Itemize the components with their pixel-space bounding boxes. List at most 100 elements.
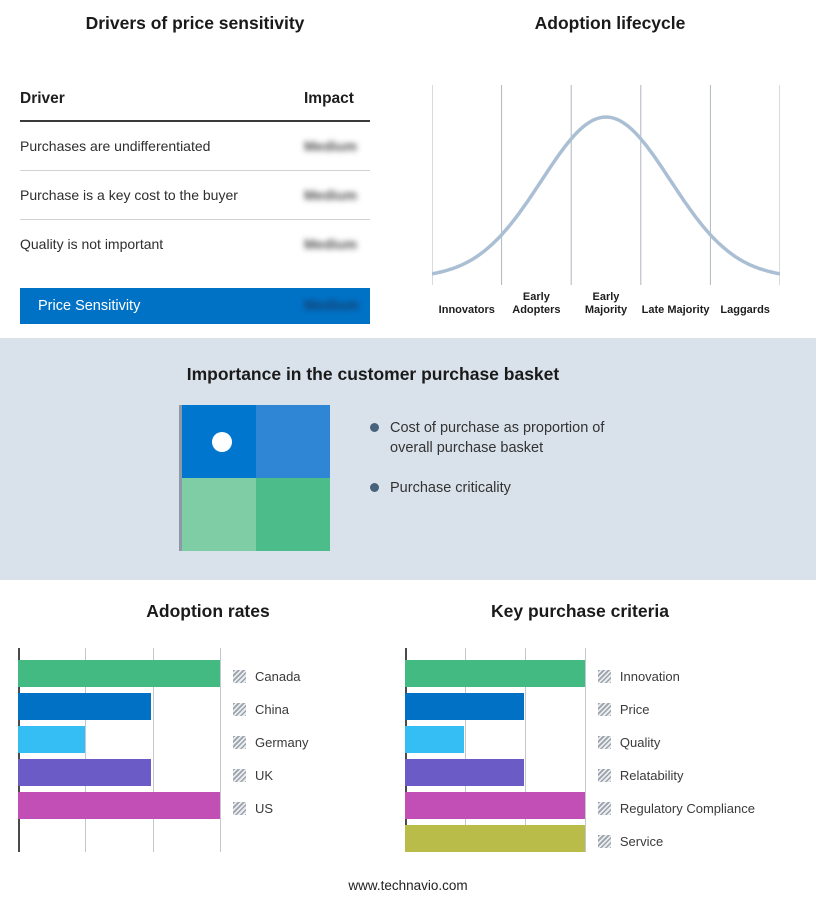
quadrant-bottom-left — [182, 478, 256, 551]
hatched-swatch-icon — [233, 670, 246, 683]
bar-row — [405, 759, 585, 786]
legend-label: Canada — [255, 669, 301, 684]
bar-germany — [18, 726, 85, 753]
bar-row — [18, 726, 220, 753]
adoption-rates-plot — [18, 648, 221, 852]
legend-item-uk: UK — [233, 759, 308, 792]
purchase-basket-title: Importance in the customer purchase bask… — [186, 364, 560, 384]
hatched-swatch-icon — [597, 703, 611, 716]
legend-label: Relatability — [619, 768, 684, 783]
drivers-table-header: Driver Impact — [20, 90, 370, 122]
legend-item-us: US — [233, 792, 308, 825]
driver-column-header: Driver — [20, 90, 65, 107]
quadrant-matrix — [182, 405, 330, 551]
legend-label: Quality — [619, 735, 661, 750]
adoption-lifecycle-title: Adoption lifecycle — [534, 13, 686, 33]
bar-canada — [18, 660, 220, 687]
legend-item-service: Service — [597, 825, 755, 858]
table-row: Purchases are undifferentiated Medium — [20, 122, 370, 171]
bar-row — [18, 792, 220, 819]
bar-row — [18, 759, 220, 786]
lifecycle-stage-labels: Innovators Early Adopters Early Majority… — [432, 288, 780, 316]
legend-label: Service — [619, 834, 664, 849]
gridline — [584, 648, 586, 852]
stage-label-early-majority: Early Majority — [584, 291, 628, 316]
bullet-item: Cost of purchase as proportion of overal… — [370, 418, 642, 458]
impact-cell-obscured: Medium — [304, 236, 357, 252]
legend-item-quality: Quality — [597, 726, 755, 759]
bar-quality — [405, 726, 465, 753]
position-marker-dot — [212, 432, 232, 452]
legend-label: China — [255, 702, 289, 717]
bar-row — [18, 693, 220, 720]
adoption-lifecycle-bell-curve-chart — [432, 85, 780, 285]
price-sensitivity-row: Price Sensitivity Medium — [20, 288, 370, 324]
legend-item-germany: Germany — [233, 726, 308, 759]
key-purchase-criteria-chart: Innovation Price Quality Relatability Regula… — [405, 648, 755, 858]
hatched-swatch-icon — [233, 769, 246, 782]
bar-regulatory-compliance — [405, 792, 585, 819]
bullet-item: Purchase criticality — [370, 478, 642, 498]
hatched-swatch-icon — [233, 802, 246, 815]
hatched-swatch-icon — [597, 835, 611, 848]
bar-us — [18, 792, 220, 819]
website-link: www.technavio.com — [348, 878, 468, 893]
adoption-rates-chart: Canada China Germany UK US — [18, 648, 398, 852]
adoption-lifecycle-section: Adoption lifecycle Innovators Early Adop… — [425, 12, 795, 324]
impact-cell-obscured: Medium — [304, 187, 357, 203]
driver-cell: Purchase is a key cost to the buyer — [20, 187, 238, 203]
legend-label: UK — [255, 768, 274, 783]
key-purchase-criteria-legend: Innovation Price Quality Relatability Regula… — [597, 648, 755, 858]
gridline — [524, 648, 526, 852]
bullet-icon — [370, 423, 379, 432]
key-purchase-criteria-section: Key purchase criteria Innovation Price Qua… — [405, 600, 755, 858]
bar-row — [405, 726, 585, 753]
bar-uk — [18, 759, 152, 786]
quadrant-bottom-right — [256, 478, 330, 551]
bullet-icon — [370, 483, 379, 492]
bar-service — [405, 825, 585, 852]
drivers-section: Drivers of price sensitivity Driver Impa… — [20, 12, 370, 324]
bar-price — [405, 693, 524, 720]
key-purchase-criteria-plot — [405, 648, 586, 852]
bullet-text: Cost of purchase as proportion of overal… — [390, 420, 605, 456]
impact-cell-obscured: Medium — [304, 298, 359, 314]
hatched-swatch-icon — [597, 769, 611, 782]
gridline — [152, 648, 154, 852]
legend-item-china: China — [233, 693, 308, 726]
gridline — [220, 648, 221, 852]
stage-label-laggards: Laggards — [720, 303, 770, 316]
legend-label: Regulatory Compliance — [619, 801, 755, 816]
bar-china — [18, 693, 152, 720]
bar-relatability — [405, 759, 524, 786]
hatched-swatch-icon — [233, 703, 246, 716]
legend-label: Innovation — [619, 669, 680, 684]
quadrant-top-right — [256, 405, 330, 478]
bar-row — [405, 825, 585, 852]
driver-cell: Purchases are undifferentiated — [20, 138, 211, 154]
bar-row — [405, 792, 585, 819]
impact-cell-obscured: Medium — [304, 138, 357, 154]
price-sensitivity-label: Price Sensitivity — [38, 298, 141, 314]
table-row: Purchase is a key cost to the buyer Medi… — [20, 171, 370, 220]
legend-item-price: Price — [597, 693, 755, 726]
bar-row — [18, 660, 220, 687]
stage-label-early-adopters: Early Adopters — [512, 291, 561, 316]
hatched-swatch-icon — [597, 802, 611, 815]
legend-item-innovation: Innovation — [597, 660, 755, 693]
legend-label: Price — [619, 702, 650, 717]
legend-item-relatability: Relatability — [597, 759, 755, 792]
bullet-text: Purchase criticality — [390, 480, 511, 496]
bars — [405, 660, 585, 852]
driver-cell: Quality is not important — [20, 236, 164, 252]
bar-row — [405, 660, 585, 687]
purchase-basket-section: Importance in the customer purchase bask… — [0, 338, 816, 580]
hatched-swatch-icon — [597, 670, 611, 683]
purchase-basket-bullets: Cost of purchase as proportion of overal… — [370, 418, 642, 518]
gridline — [464, 648, 466, 852]
adoption-rates-legend: Canada China Germany UK US — [233, 648, 308, 852]
bars — [18, 660, 220, 819]
gridline — [85, 648, 87, 852]
adoption-rates-title: Adoption rates — [146, 601, 270, 621]
